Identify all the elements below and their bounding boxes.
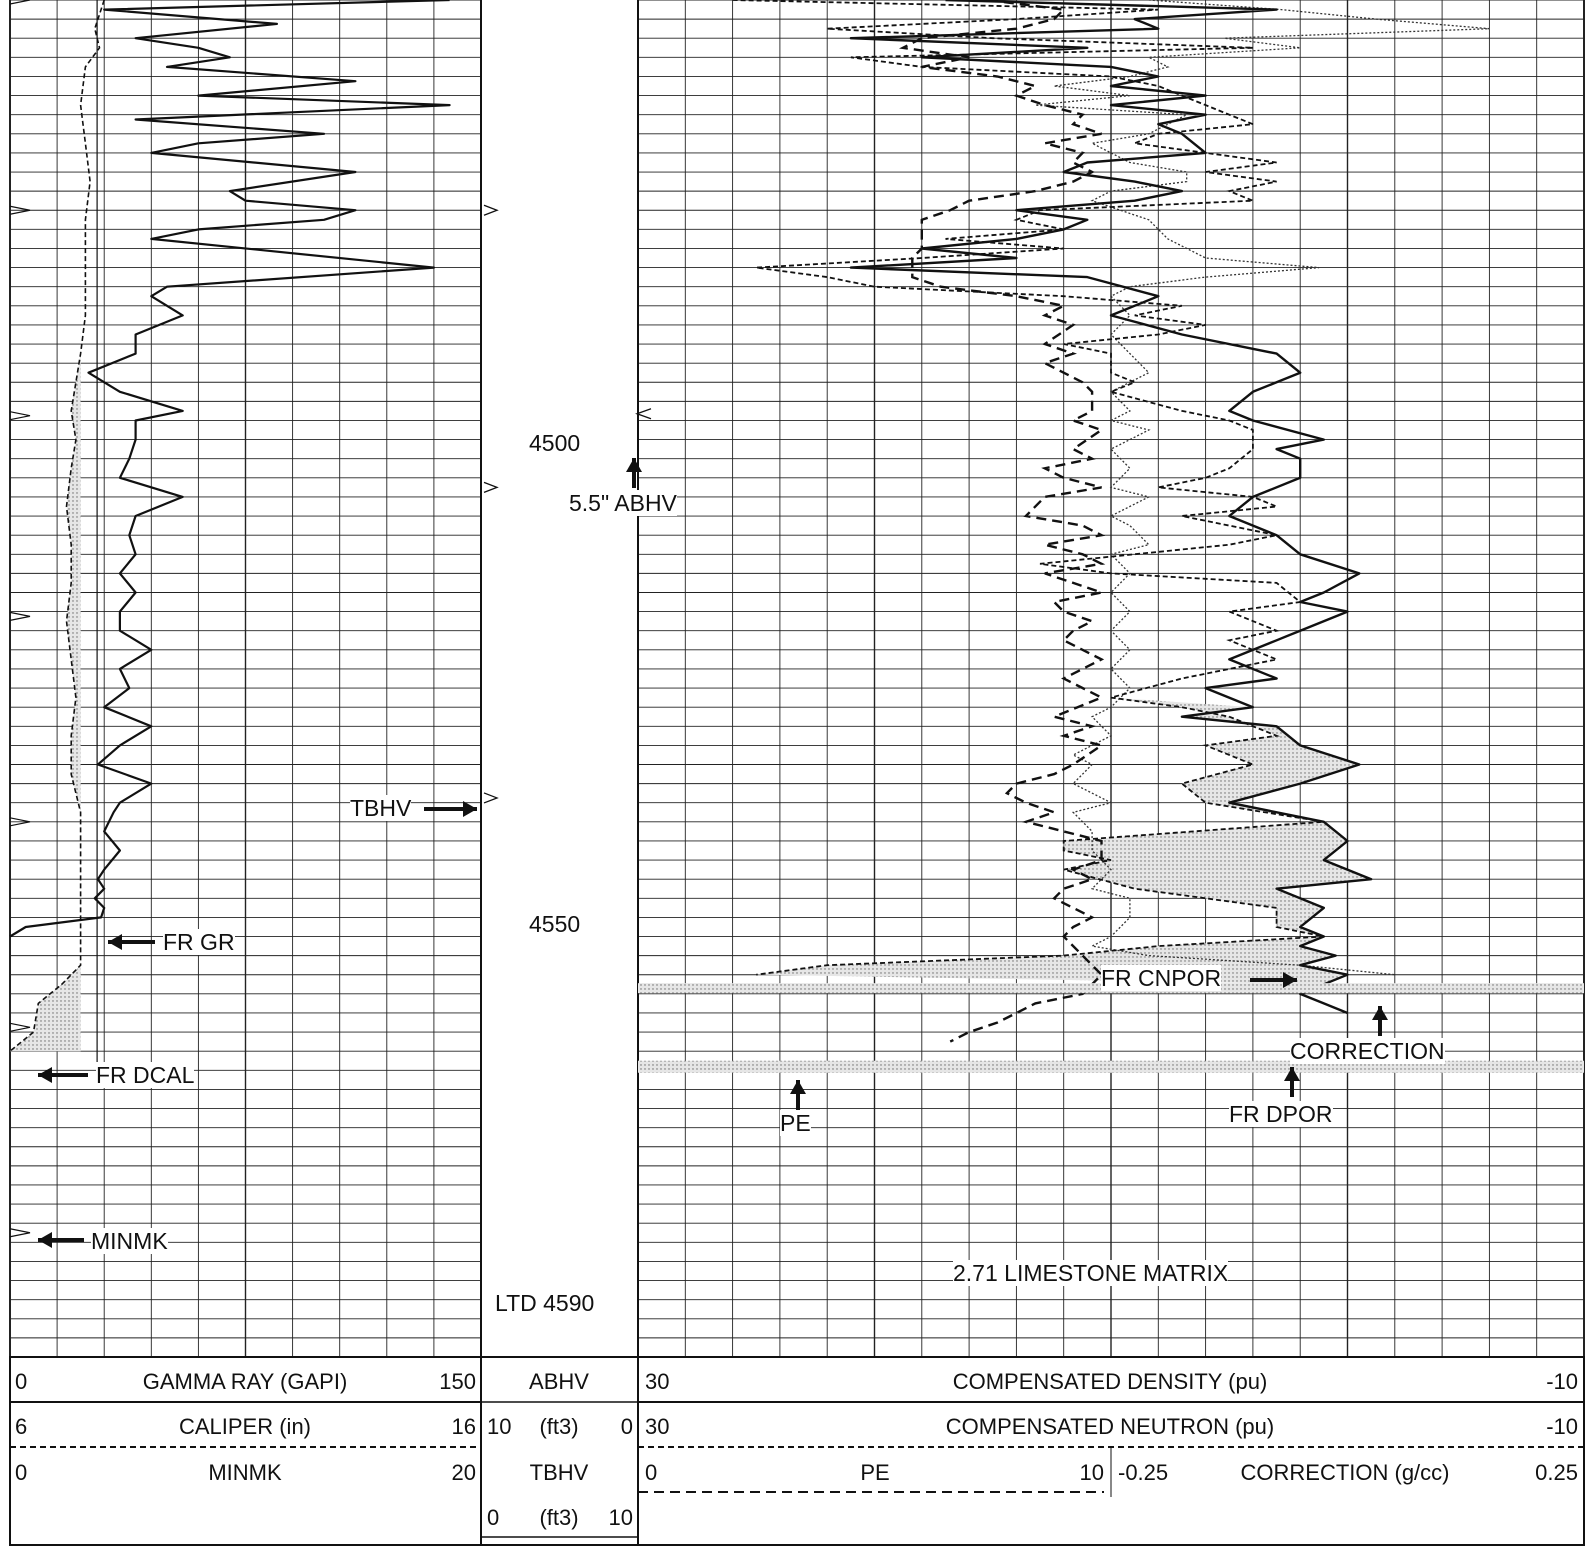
abhv-tick [635,408,652,420]
abhv-arrow-head [626,458,642,472]
minmk-label: MINMK [91,1228,168,1254]
neu-curve-name: COMPENSATED NEUTRON (pu) [945,1414,1275,1439]
tbhv-label: TBHV [350,795,412,821]
crossover-fills [10,219,1372,1052]
pe-curve [898,0,1107,1043]
pe-scale-right: 10 [1079,1460,1104,1485]
fr-gr-arrow-head [108,934,122,950]
cor-scale-right: 0.25 [1535,1460,1578,1485]
minmk-tick [9,411,31,421]
fr-dpor-arrow-head [1284,1067,1300,1081]
abhv-scale-right: 0 [620,1414,633,1439]
correction-curve [1035,0,1490,976]
grid [9,0,1585,1546]
minmk-tick [9,1228,31,1238]
fr-dpor-label: FR DPOR [1229,1101,1333,1127]
neutron-curve [732,0,1324,976]
abhv-unit: (ft3) [539,1414,579,1439]
den-curve-name: COMPENSATED DENSITY (pu) [952,1369,1268,1394]
minmk-tick [9,0,31,5]
minmk-tick [9,611,31,621]
neu-scale-left: 30 [645,1414,670,1439]
tbhv-scale-left: 0 [487,1505,500,1530]
depth-label-4550: 4550 [529,911,581,937]
minmk-tick [9,1022,31,1032]
neu-scale-right: -10 [1546,1414,1578,1439]
caliper-curve [9,0,105,1052]
correction-label: CORRECTION [1290,1038,1445,1064]
minmk-scale-left: 0 [15,1460,28,1485]
fr-cnpor-label: FR CNPOR [1101,965,1222,991]
depth-label-4500: 4500 [529,430,581,456]
matrix-label: 2.71 LIMESTONE MATRIX [953,1260,1229,1286]
tbhv-scale-right: 10 [608,1505,633,1530]
gr-scale-right: 150 [439,1369,476,1394]
pe-label: PE [780,1110,811,1136]
cal-curve-name: CALIPER (in) [178,1414,312,1439]
cal-scale-right: 16 [451,1414,476,1439]
density-curve [849,0,1373,1015]
den-scale-left: 30 [645,1369,670,1394]
tbhv-tick [483,481,499,493]
pe-scale-left: 0 [645,1460,658,1485]
den-scale-right: -10 [1546,1369,1578,1394]
tbhv-arrow-head [463,801,477,817]
fr-dcal-arrow-head [38,1067,52,1083]
tbhv-tick [483,792,499,804]
fr-dcal-label: FR DCAL [96,1062,195,1088]
tbhv-curve-name: TBHV [529,1460,589,1485]
cor-curve-name: CORRECTION (g/cc) [1240,1460,1450,1485]
ltd-label: LTD 4590 [495,1290,595,1316]
fr-gr-label: FR GR [163,929,235,955]
log-curves [9,0,1490,1071]
header-frame [9,1356,1585,1546]
tbhv-unit: (ft3) [539,1505,579,1530]
gr-scale-left: 0 [15,1369,28,1394]
cal-scale-left: 6 [15,1414,28,1439]
minmk-curve-name: MINMK [208,1460,282,1485]
abhv-curve-name: ABHV [529,1369,589,1394]
gamma-ray-curve [9,0,451,938]
pe-curve-name: PE [860,1460,890,1485]
correction-arrow-head [1372,1006,1388,1020]
abhv-note: 5.5" ABHV [569,490,677,516]
cor-scale-left: -0.25 [1118,1460,1169,1485]
abhv-scale-left: 10 [487,1414,512,1439]
minmk-tick [9,205,31,215]
caliper-fill [10,219,81,1052]
pe-arrow-head [790,1080,806,1094]
gr-curve-name: GAMMA RAY (GAPI) [142,1369,348,1394]
minmk-arrow-head [38,1232,52,1248]
fr-cnpor-arrow-head [1283,972,1297,988]
crossover-fill [756,697,1372,985]
tbhv-tick [483,204,499,216]
minmk-scale-right: 20 [451,1460,476,1485]
minmk-tick [9,817,31,827]
